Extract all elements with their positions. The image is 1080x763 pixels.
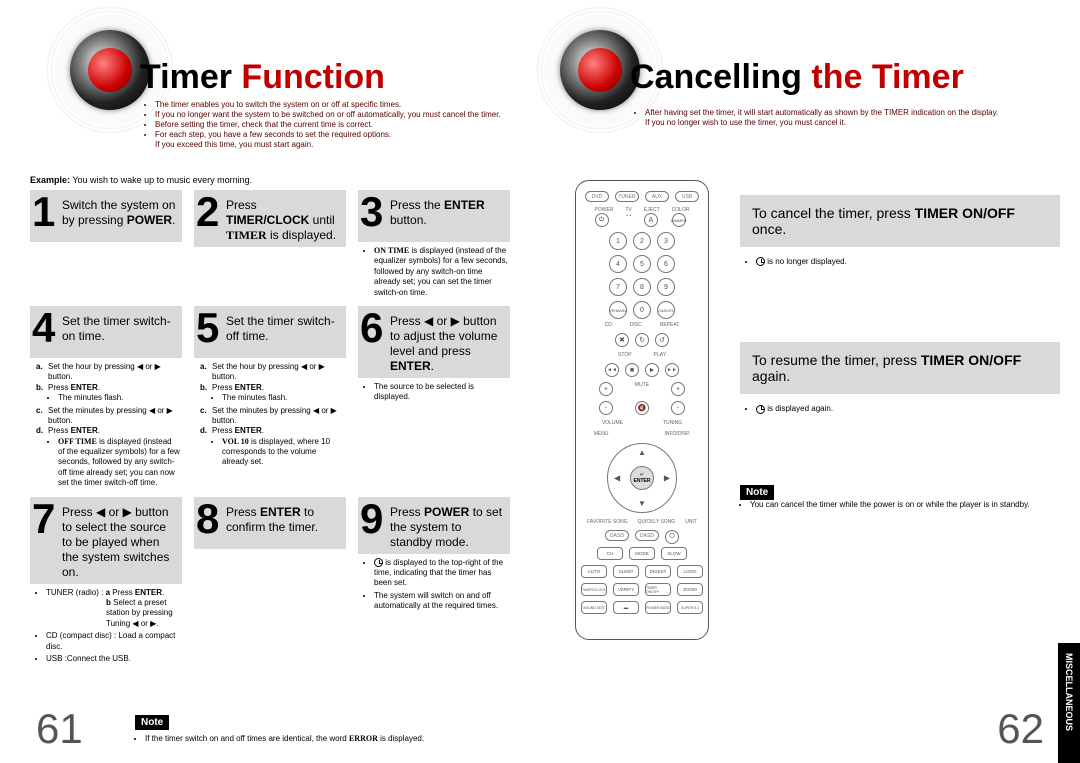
page-number-right: 62 xyxy=(997,705,1044,753)
title-right: Cancelling the Timer xyxy=(630,58,964,97)
step-6-detail: The source to be selected is displayed. xyxy=(358,378,510,403)
steps-grid: 1 Switch the system on by pressing POWER… xyxy=(30,190,510,672)
intro-left: The timer enables you to switch the syst… xyxy=(145,100,525,150)
step-6: 6 Press ◀ or ▶ button to adjust the volu… xyxy=(358,306,510,378)
step-7: 7 Press ◀ or ▶ button to select the sour… xyxy=(30,497,182,584)
step-9-detail: is displayed to the top-right of the tim… xyxy=(358,554,510,612)
step-5: 5 Set the timer switch-off time. xyxy=(194,306,346,358)
step-resume: To resume the timer, press TIMER ON/OFF … xyxy=(740,342,1060,394)
title-black: Timer xyxy=(140,58,241,96)
side-tab: MISCELLANEOUS xyxy=(1058,643,1080,763)
title-black: Cancelling xyxy=(630,58,811,96)
example-text: You wish to wake up to music every morni… xyxy=(70,175,252,185)
intro-item: For each step, you have a few seconds to… xyxy=(155,130,525,140)
example: Example: You wish to wake up to music ev… xyxy=(30,175,252,185)
note-right-header: Note xyxy=(740,482,774,500)
page-right: Cancelling the Timer After having set th… xyxy=(540,0,1080,763)
remote-control: DVD TUNER AUX USB POWER⏻ TV• • EJECTA CO… xyxy=(575,180,709,640)
intro-item: The timer enables you to switch the syst… xyxy=(155,100,525,110)
step-num: 1 xyxy=(32,194,62,230)
step-5-detail: a.Set the hour by pressing ◀ or ▶ button… xyxy=(194,358,346,468)
step-3: 3 Press the ENTER button. xyxy=(358,190,510,242)
note-right: You can cancel the timer while the power… xyxy=(740,500,1070,509)
example-label: Example: xyxy=(30,175,70,185)
intro-item: Before setting the timer, check that the… xyxy=(155,120,525,130)
speaker-graphic xyxy=(560,30,640,110)
step-num: 3 xyxy=(360,194,390,230)
intro-sub: If you exceed this time, you must start … xyxy=(155,140,525,150)
nav-pad: ▲ ▼ ◀ ▶ ↵ENTER xyxy=(607,443,677,513)
page-left: Timer Function The timer enables you to … xyxy=(0,0,540,763)
step-4: 4 Set the timer switch-on time. xyxy=(30,306,182,358)
step-4-detail: a.Set the hour by pressing ◀ or ▶ button… xyxy=(30,358,182,489)
step-1: 1 Switch the system on by pressing POWER… xyxy=(30,190,182,242)
cancel-detail: is no longer displayed. xyxy=(740,253,1060,282)
resume-detail: is displayed again. xyxy=(740,400,1060,429)
step-7-detail: TUNER (radio) : a Press ENTER. b Select … xyxy=(30,584,182,665)
step-3-detail: ON TIME ON TIME is displayed (instead of… xyxy=(358,242,510,298)
clock-icon xyxy=(756,405,765,414)
intro-item: If you no longer want the system to be s… xyxy=(155,110,525,120)
step-8: 8 Press ENTER to confirm the timer. xyxy=(194,497,346,549)
page-number-left: 61 xyxy=(36,705,83,753)
title-left: Timer Function xyxy=(140,58,385,97)
note-label: Note xyxy=(740,485,774,500)
title-red: the Timer xyxy=(811,58,963,96)
right-steps: To cancel the timer, press TIMER ON/OFF … xyxy=(740,195,1060,430)
clock-icon xyxy=(756,257,765,266)
note-left: Note If the timer switch on and off time… xyxy=(135,715,515,743)
speaker-graphic xyxy=(70,30,150,110)
step-9: 9 Press POWER to set the system to stand… xyxy=(358,497,510,554)
power-icon: ⏻ xyxy=(595,213,609,227)
step-2: 2 Press TIMER/CLOCK until TIMER is displ… xyxy=(194,190,346,247)
title-red: Function xyxy=(241,58,385,96)
clock-icon xyxy=(374,558,383,567)
step-num: 2 xyxy=(196,194,226,230)
note-label: Note xyxy=(135,715,169,730)
step-cancel: To cancel the timer, press TIMER ON/OFF … xyxy=(740,195,1060,247)
intro-right: After having set the timer, it will star… xyxy=(635,108,1065,128)
